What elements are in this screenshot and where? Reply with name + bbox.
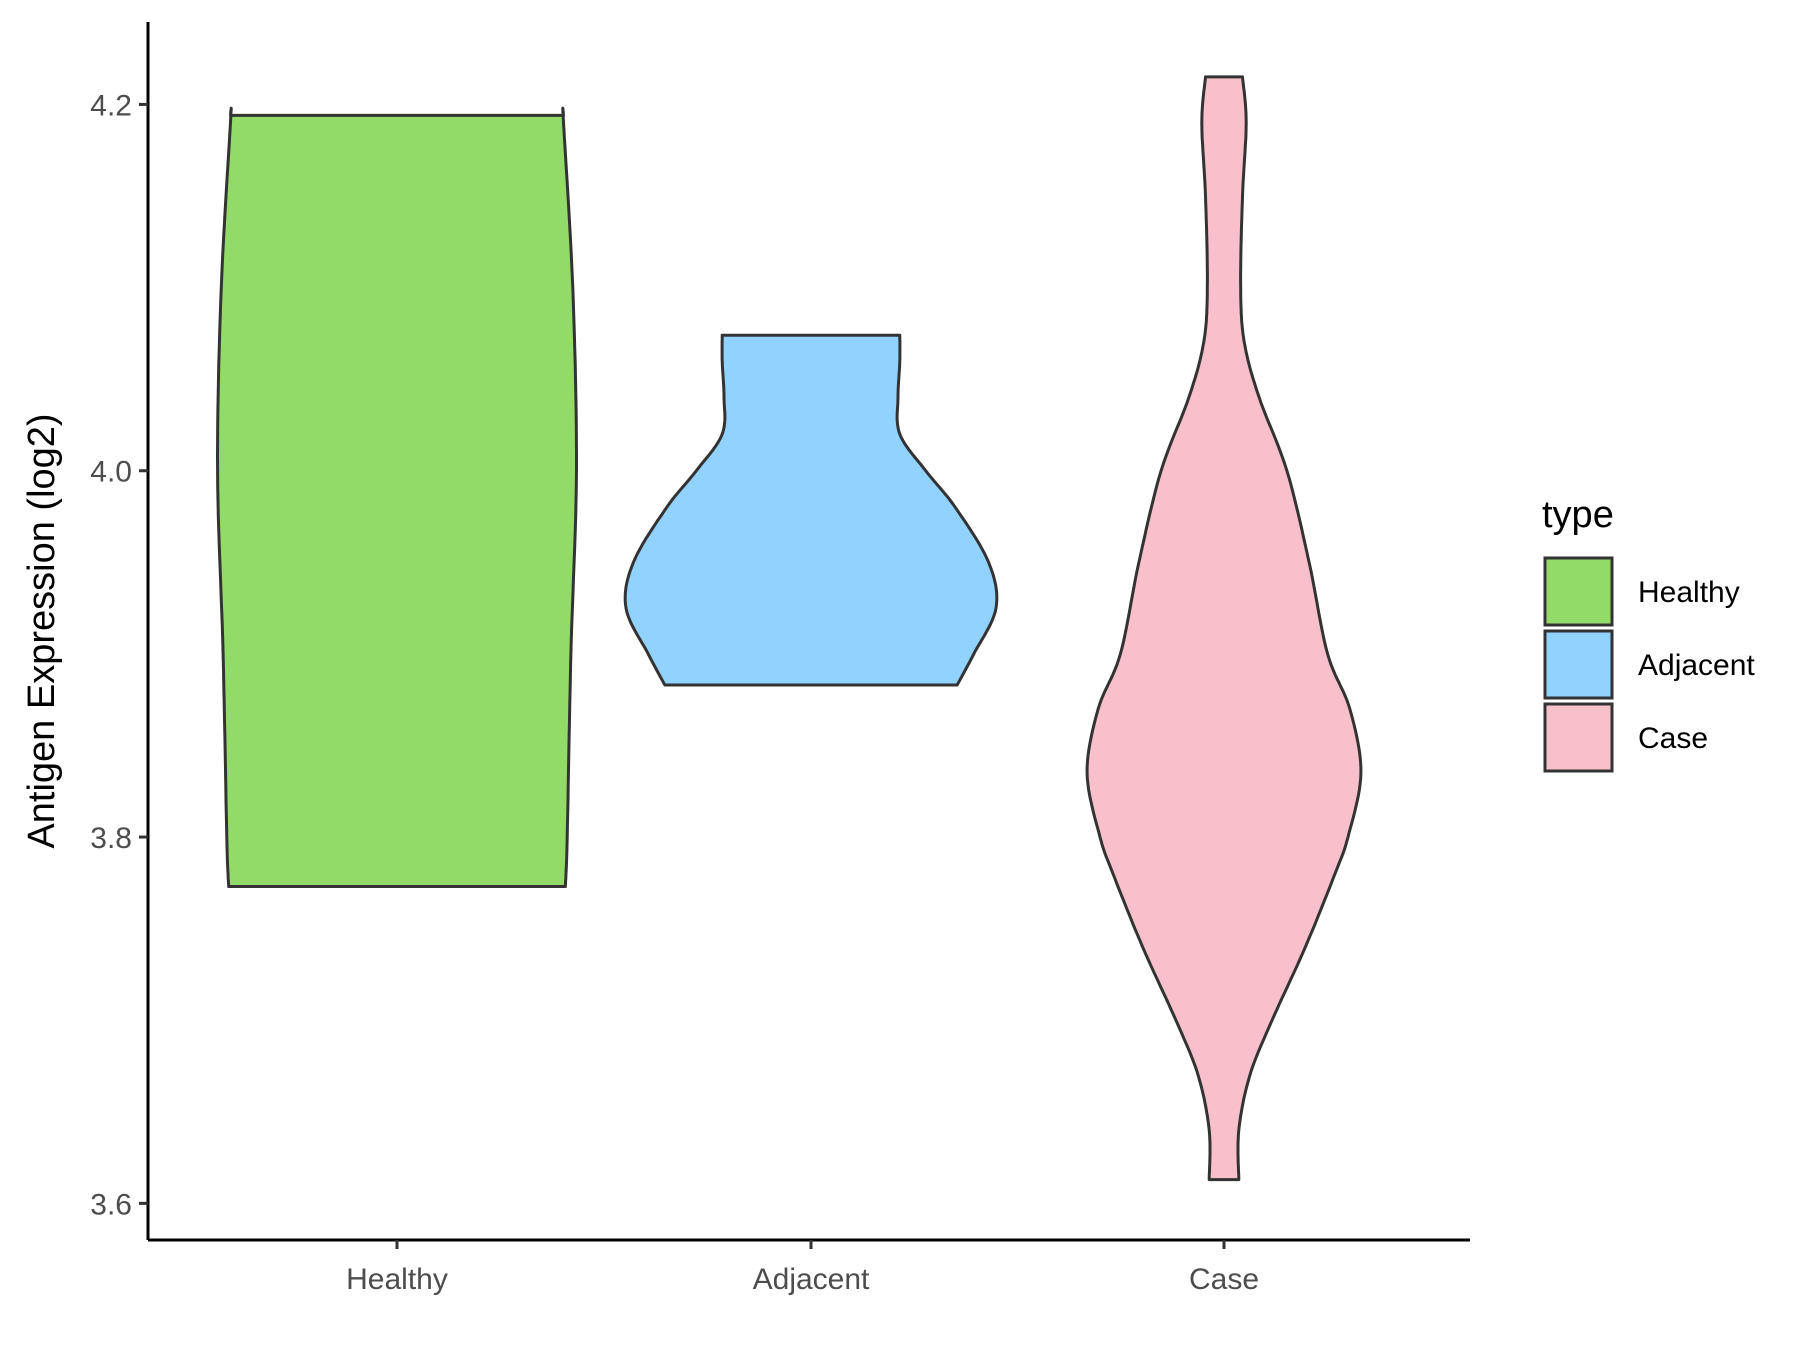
x-axis-ticks: Healthy Adjacent Case <box>346 1240 1259 1296</box>
axes: 3.6 3.8 4.0 4.2 Healthy Adjacent Case <box>90 22 1470 1296</box>
y-tick-label: 3.6 <box>90 1188 132 1221</box>
y-tick-label: 4.0 <box>90 456 132 489</box>
legend-label-case: Case <box>1638 722 1708 755</box>
violin-case <box>1085 75 1363 1182</box>
legend-label-healthy: Healthy <box>1638 576 1740 609</box>
y-axis-ticks: 3.6 3.8 4.0 4.2 <box>90 89 148 1221</box>
x-tick-label: Case <box>1189 1263 1259 1296</box>
y-tick-label: 4.2 <box>90 89 132 122</box>
legend-title: type <box>1542 494 1614 536</box>
violin-adjacent <box>623 333 999 687</box>
x-tick-label: Adjacent <box>753 1263 870 1296</box>
legend-label-adjacent: Adjacent <box>1638 649 1755 682</box>
legend-swatch-adjacent <box>1543 629 1614 700</box>
legend: type Healthy Adjacent Case <box>1542 494 1755 773</box>
legend-swatch-healthy <box>1543 556 1614 627</box>
violin-layer <box>216 75 1363 1182</box>
legend-swatch-case <box>1543 702 1614 773</box>
legend-items: Healthy Adjacent Case <box>1543 556 1755 773</box>
x-tick-label: Healthy <box>346 1263 448 1296</box>
violin-healthy <box>216 106 578 888</box>
y-axis-title: Antigen Expression (log2) <box>21 413 63 848</box>
y-tick-label: 3.8 <box>90 822 132 855</box>
